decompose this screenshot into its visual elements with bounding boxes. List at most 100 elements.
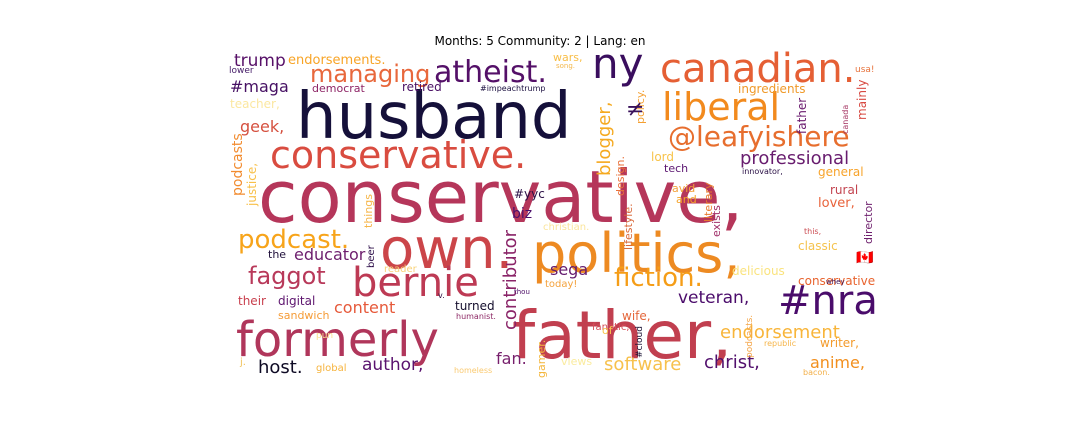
word-39: biz xyxy=(512,206,532,222)
word-99: 🇨🇦 xyxy=(856,250,874,266)
word-29: fan. xyxy=(496,349,527,368)
word-26: educator xyxy=(294,245,366,264)
word-3: own. xyxy=(380,217,513,282)
word-86: podcasts. xyxy=(745,315,755,358)
word-82: policy. xyxy=(634,90,647,124)
word-70: reader xyxy=(384,264,418,275)
word-19: contributor xyxy=(500,229,521,330)
word-75: literary xyxy=(702,182,715,222)
word-78: and xyxy=(676,193,697,206)
word-45: general xyxy=(818,165,864,179)
word-54: their xyxy=(238,294,266,308)
word-53: digital xyxy=(278,294,315,308)
word-32: sega xyxy=(550,260,588,279)
word-96: pun xyxy=(316,331,333,341)
word-55: turned xyxy=(455,299,495,313)
word-48: director xyxy=(862,201,875,244)
word-10: bernie xyxy=(352,260,479,306)
word-68: beer xyxy=(366,244,377,268)
word-88: homeless xyxy=(454,366,492,375)
word-51: delicious xyxy=(732,264,785,278)
word-33: #maga xyxy=(230,77,289,96)
word-81: design. xyxy=(614,156,627,196)
word-40: ingredients xyxy=(738,82,806,96)
word-89: bacon. xyxy=(803,368,830,377)
word-41: father xyxy=(795,98,809,134)
word-65: #impeachtrump xyxy=(480,84,545,93)
word-93: thou xyxy=(514,288,530,296)
word-5: formerly xyxy=(236,312,439,368)
word-30: content xyxy=(334,298,395,317)
word-42: mainly xyxy=(855,80,869,120)
word-35: endorsements. xyxy=(288,53,385,68)
word-4: politics, xyxy=(532,222,741,285)
word-92: song. xyxy=(556,62,575,70)
word-27: trump xyxy=(234,51,286,71)
word-22: software xyxy=(604,354,681,375)
word-37: podcasts xyxy=(230,133,246,196)
word-63: wars, xyxy=(553,51,583,64)
word-11: #nra xyxy=(778,278,878,324)
chart-title: Months: 5 Community: 2 | Lang: en xyxy=(434,34,646,48)
word-64: lower xyxy=(229,66,254,76)
word-25: veteran, xyxy=(678,288,749,308)
word-12: atheist. xyxy=(434,55,547,90)
word-87: republic xyxy=(764,339,796,348)
word-6: canadian. xyxy=(660,46,855,92)
word-83: #yyc xyxy=(514,187,545,201)
word-52: wife, xyxy=(622,309,651,323)
word-95: j. xyxy=(239,357,246,368)
word-80: innovator, xyxy=(742,167,783,176)
word-85: #cloud xyxy=(635,326,645,358)
word-17: faggot xyxy=(248,262,326,290)
word-36: retired xyxy=(402,80,442,94)
word-49: classic xyxy=(798,239,838,253)
word-47: lover, xyxy=(818,196,855,211)
word-56: sandwich xyxy=(278,309,330,322)
word-58: gamer. xyxy=(535,340,548,378)
word-90: whey xyxy=(826,278,845,286)
word-8: liberal xyxy=(662,85,780,129)
word-76: exists xyxy=(710,205,723,237)
word-9: ny xyxy=(592,39,643,88)
word-66: usa! xyxy=(855,65,875,75)
word-0: conservative, xyxy=(258,155,743,239)
word-21: professional xyxy=(740,148,849,169)
word-62: democrat xyxy=(312,82,366,95)
word-72: fanatic, xyxy=(592,322,630,333)
word-43: lord xyxy=(651,150,674,164)
word-97: canada xyxy=(841,105,850,134)
word-46: rural xyxy=(830,183,858,197)
word-28: host. xyxy=(258,357,303,378)
word-73: humanist. xyxy=(456,312,496,321)
word-16: podcast. xyxy=(238,225,349,255)
word-20: endorsement xyxy=(720,322,840,343)
word-59: views xyxy=(561,355,592,368)
word-91: this, xyxy=(804,227,821,236)
word-74: lifestyle. xyxy=(622,203,635,250)
word-13: @leafyishere xyxy=(668,120,850,153)
word-1: husband xyxy=(296,80,572,154)
word-34: geek, xyxy=(240,117,284,136)
word-24: author, xyxy=(362,355,423,375)
word-23: christ, xyxy=(704,352,760,373)
word-61: teacher, xyxy=(230,97,280,111)
word-71: today! xyxy=(545,279,577,290)
word-79: christian. xyxy=(543,222,589,233)
word-31: anime, xyxy=(810,353,865,372)
word-38: justice, xyxy=(245,163,259,207)
word-18: blogger, xyxy=(594,102,615,177)
word-84: of xyxy=(602,324,614,337)
word-67: things xyxy=(362,194,375,228)
word-77: avid xyxy=(672,182,695,195)
word-69: the xyxy=(268,248,286,261)
word-44: tech xyxy=(664,162,688,175)
word-57: writer, xyxy=(820,336,859,350)
word-2: father, xyxy=(512,297,732,374)
word-50: conservative xyxy=(798,274,875,288)
word-15: managing xyxy=(310,60,430,88)
word-94: v. xyxy=(438,291,445,300)
word-98: ≠ xyxy=(626,97,644,122)
word-7: conservative. xyxy=(270,133,526,177)
